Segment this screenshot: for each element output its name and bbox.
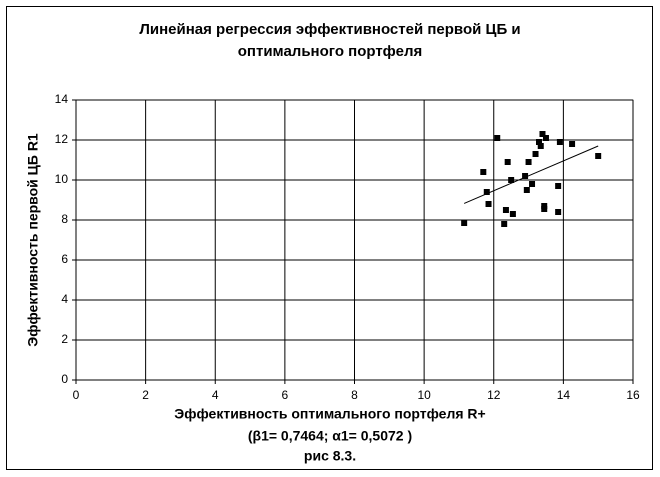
- point: [569, 141, 576, 147]
- y-tick-label: 8: [61, 212, 68, 226]
- point: [522, 173, 529, 179]
- figure-caption: рис 8.3.: [304, 448, 356, 464]
- y-tick-label: 12: [55, 132, 69, 146]
- x-tick-label: 0: [73, 388, 80, 402]
- y-tick-label: 2: [61, 332, 68, 346]
- x-tick-label: 10: [417, 388, 431, 402]
- x-tick-label: 6: [282, 388, 289, 402]
- point: [555, 183, 562, 189]
- x-tick-label: 4: [212, 388, 219, 402]
- trendline: [463, 145, 599, 204]
- point: [555, 209, 562, 215]
- y-tick-label: 14: [55, 92, 69, 106]
- y-axis-title: Эффективность первой ЦБ R1: [25, 133, 41, 347]
- point: [539, 131, 546, 137]
- point: [483, 189, 490, 195]
- x-tick-label: 12: [487, 388, 501, 402]
- point: [494, 135, 501, 141]
- point: [542, 135, 549, 141]
- x-tick-label: 14: [557, 388, 571, 402]
- point: [501, 221, 508, 227]
- point: [509, 211, 516, 217]
- point: [529, 181, 536, 187]
- point: [541, 206, 548, 212]
- point: [485, 201, 492, 207]
- point: [461, 220, 468, 226]
- x-tick-label: 16: [626, 388, 640, 402]
- x-axis-note: (β1= 0,7464; α1= 0,5072 ): [248, 428, 412, 444]
- point: [537, 143, 544, 149]
- x-tick-label: 8: [351, 388, 358, 402]
- point: [480, 169, 487, 175]
- chart-title: Линейная регрессия эффективностей первой…: [139, 21, 520, 38]
- point: [532, 151, 539, 157]
- point: [523, 187, 530, 193]
- y-tick-label: 10: [55, 172, 69, 186]
- x-axis-title: Эффективность оптимального портфеля R+: [174, 406, 485, 422]
- y-tick-label: 0: [61, 372, 68, 386]
- x-tick-label: 2: [142, 388, 149, 402]
- y-tick-label: 6: [61, 252, 68, 266]
- point: [536, 139, 543, 145]
- y-tick-label: 4: [61, 292, 68, 306]
- point: [508, 177, 515, 183]
- chart-title: оптимального портфеля: [238, 43, 422, 60]
- point: [502, 207, 509, 213]
- point: [525, 159, 532, 165]
- point: [595, 153, 602, 159]
- point: [504, 159, 511, 165]
- point: [556, 139, 563, 145]
